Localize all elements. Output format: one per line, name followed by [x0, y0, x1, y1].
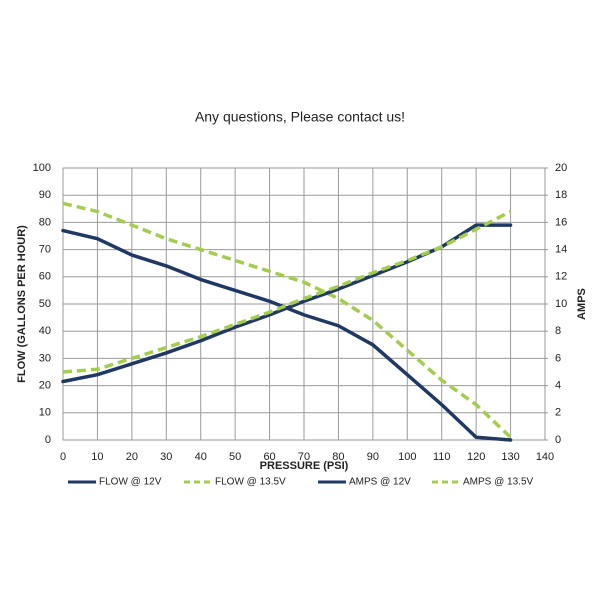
legend-label: AMPS @ 12V [349, 477, 411, 488]
x-tick-label: 20 [126, 451, 138, 463]
y2-tick-label: 6 [555, 352, 561, 364]
y-tick-label: 30 [39, 352, 51, 364]
x-tick-label: 140 [536, 451, 554, 463]
y2-tick-label: 2 [555, 407, 561, 419]
y-tick-label: 60 [39, 271, 51, 283]
y2-axis-title: AMPS [576, 288, 588, 320]
y-tick-label: 20 [39, 380, 51, 392]
data-line [61, 228, 513, 442]
y-tick-label: 50 [39, 298, 51, 310]
x-tick-label: 110 [433, 451, 451, 463]
data-line [62, 201, 512, 439]
y-tick-label: 70 [39, 244, 51, 256]
y-tick-label: 80 [39, 216, 51, 228]
y2-tick-label: 14 [555, 244, 567, 256]
x-tick-label: 100 [398, 451, 416, 463]
y2-tick-label: 20 [555, 162, 567, 174]
y2-tick-label: 12 [555, 271, 567, 283]
y-axis-title: FLOW (GALLONS PER HOUR) [16, 225, 28, 383]
y2-tick-label: 16 [555, 216, 567, 228]
y2-tick-label: 0 [555, 434, 561, 446]
x-tick-label: 80 [332, 451, 344, 463]
y2-tick-label: 4 [555, 380, 561, 392]
y2-tick-label: 10 [555, 298, 567, 310]
legend-label: FLOW @ 12V [99, 477, 162, 488]
y-tick-label: 90 [39, 189, 51, 201]
y-tick-label: 10 [39, 407, 51, 419]
y2-tick-label: 8 [555, 325, 561, 337]
x-tick-label: 130 [501, 451, 519, 463]
x-tick-label: 70 [298, 451, 310, 463]
legend-label: AMPS @ 13.5V [463, 477, 534, 488]
y-tick-label: 0 [45, 434, 51, 446]
x-tick-label: 10 [91, 451, 103, 463]
y-tick-label: 40 [39, 325, 51, 337]
x-tick-label: 0 [60, 451, 66, 463]
data-line [62, 209, 512, 374]
chart-title: Any questions, Please contact us! [195, 109, 405, 125]
x-tick-label: 40 [195, 451, 207, 463]
x-tick-label: 120 [467, 451, 485, 463]
x-tick-label: 60 [263, 451, 275, 463]
x-tick-label: 30 [160, 451, 172, 463]
y2-tick-label: 18 [555, 189, 567, 201]
legend-label: FLOW @ 13.5V [215, 477, 286, 488]
plot-border [62, 167, 546, 441]
x-tick-label: 50 [229, 451, 241, 463]
x-tick-label: 90 [367, 451, 379, 463]
y-tick-label: 100 [33, 162, 51, 174]
x-axis-title: PRESSURE (PSI) [260, 460, 349, 472]
